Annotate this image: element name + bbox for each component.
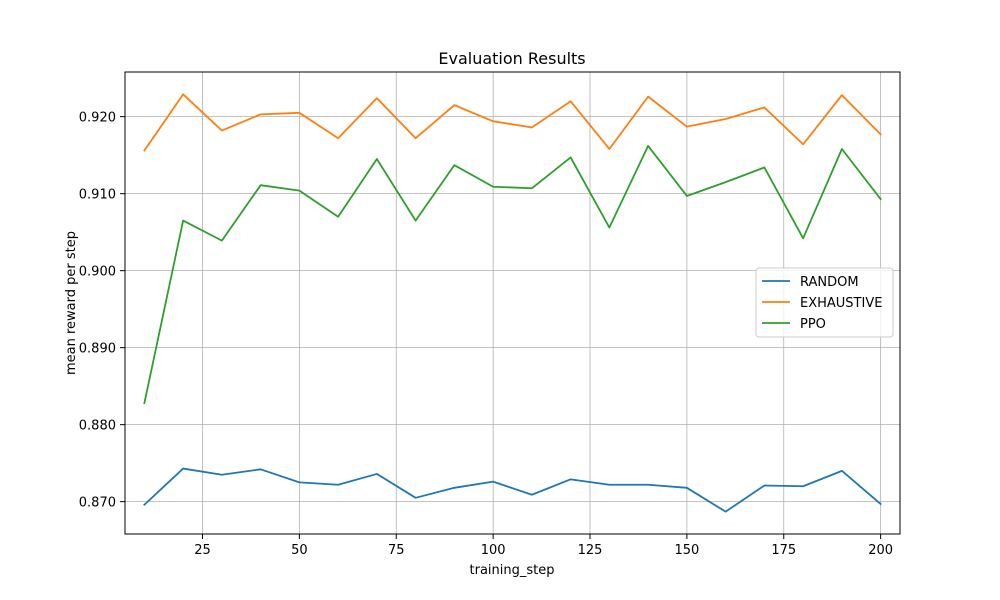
x-tick-label: 150: [674, 543, 699, 558]
plot-frame: [124, 71, 901, 535]
x-tick-label: 25: [194, 543, 211, 558]
legend-label-random: RANDOM: [800, 275, 859, 290]
x-tick-label: 100: [481, 543, 506, 558]
x-tick-label: 125: [578, 543, 603, 558]
y-tick-label: 0.910: [79, 188, 116, 203]
series-line-exhaustive: [143, 93, 882, 152]
x-axis-label: training_step: [470, 563, 555, 578]
y-axis-ticks: 0.870 0.880 0.890 0.900 0.910 0.920: [79, 111, 125, 511]
series-lines: [143, 93, 882, 513]
y-tick-label: 0.900: [79, 265, 116, 280]
series-line-ppo: [143, 145, 882, 405]
y-axis-label: mean reward per step: [64, 231, 79, 375]
x-axis-ticks: 25 50 75 100 125 150 175 200: [194, 534, 893, 558]
x-tick-label: 50: [291, 543, 308, 558]
y-tick-label: 0.890: [79, 342, 116, 357]
chart-title: Evaluation Results: [438, 49, 585, 68]
legend: RANDOM EXHAUSTIVE PPO: [755, 267, 894, 338]
y-tick-label: 0.920: [79, 111, 116, 126]
series-line-random: [143, 467, 882, 513]
y-tick-label: 0.870: [79, 496, 116, 511]
legend-label-exhaustive: EXHAUSTIVE: [800, 296, 882, 311]
x-tick-label: 175: [771, 543, 796, 558]
x-tick-label: 75: [388, 543, 405, 558]
legend-label-ppo: PPO: [800, 317, 826, 332]
y-tick-label: 0.880: [79, 419, 116, 434]
legend-box: [755, 267, 894, 338]
x-tick-label: 200: [868, 543, 893, 558]
grid: [125, 72, 900, 534]
